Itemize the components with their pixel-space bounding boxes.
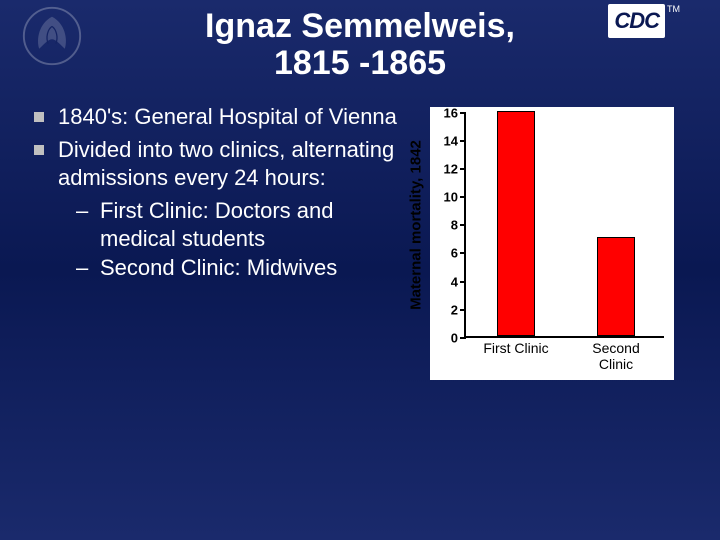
chart-ytick-label: 8: [451, 218, 466, 233]
cdc-tm: TM: [667, 4, 680, 14]
cdc-logo-text: CDC: [608, 4, 665, 38]
chart-container: Maternal mortality, 1842 0246810121416Fi…: [404, 103, 700, 380]
bullet-item: Divided into two clinics, alternating ad…: [30, 136, 400, 191]
chart-ytick-label: 0: [451, 330, 466, 345]
chart-ytick-label: 2: [451, 302, 466, 317]
bullet-list: 1840's: General Hospital of Vienna Divide…: [30, 103, 400, 380]
chart-ylabel: Maternal mortality, 1842: [408, 140, 425, 310]
chart-ytick-label: 10: [444, 190, 466, 205]
chart-ytick-label: 14: [444, 133, 466, 148]
cdc-logo: CDC TM: [608, 4, 680, 38]
chart-xtick-label: SecondClinic: [566, 336, 666, 372]
bullet-sub-item: Second Clinic: Midwives: [30, 254, 400, 282]
bullet-sub-item: First Clinic: Doctors and medical studen…: [30, 197, 400, 252]
header-bar: CDC TM: [0, 0, 720, 56]
chart-ytick-label: 16: [444, 105, 466, 120]
bullet-item: 1840's: General Hospital of Vienna: [30, 103, 400, 131]
chart-plot-area: 0246810121416First ClinicSecondClinic: [464, 113, 664, 338]
hhs-eagle-icon: [20, 4, 84, 68]
chart-bar: [497, 111, 535, 336]
chart-xtick-label: First Clinic: [466, 336, 566, 356]
bar-chart: Maternal mortality, 1842 0246810121416Fi…: [430, 107, 674, 380]
content-row: 1840's: General Hospital of Vienna Divide…: [0, 83, 720, 380]
chart-ytick-label: 6: [451, 246, 466, 261]
chart-ytick-label: 4: [451, 274, 466, 289]
chart-ytick-label: 12: [444, 162, 466, 177]
chart-bar: [597, 237, 635, 335]
hhs-logo: [20, 4, 84, 73]
